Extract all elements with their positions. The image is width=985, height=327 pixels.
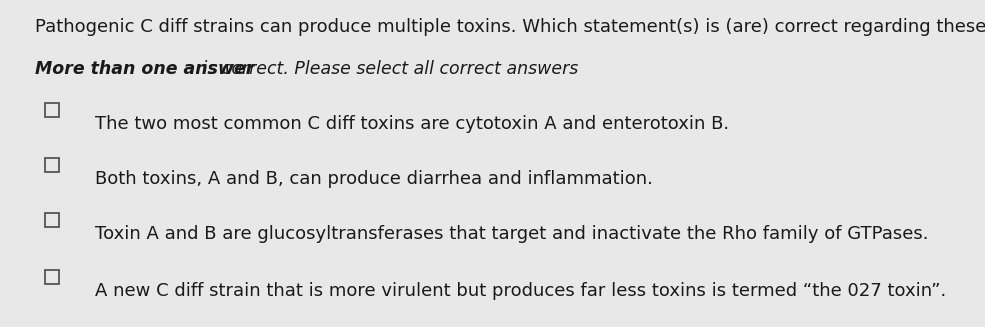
Text: More than one answer: More than one answer <box>35 60 254 78</box>
Text: The two most common C diff toxins are cytotoxin A and enterotoxin B.: The two most common C diff toxins are cy… <box>95 115 729 133</box>
Bar <box>45 213 59 227</box>
Text: A new C diff strain that is more virulent but produces far less toxins is termed: A new C diff strain that is more virulen… <box>95 282 947 300</box>
Bar <box>45 270 59 284</box>
Bar <box>45 103 59 117</box>
Bar <box>45 158 59 172</box>
Text: is correct. Please select all correct answers: is correct. Please select all correct an… <box>197 60 578 78</box>
Text: Toxin A and B are glucosyltransferases that target and inactivate the Rho family: Toxin A and B are glucosyltransferases t… <box>95 225 929 243</box>
Text: Both toxins, A and B, can produce diarrhea and inflammation.: Both toxins, A and B, can produce diarrh… <box>95 170 653 188</box>
Text: Pathogenic C diff strains can produce multiple toxins. Which statement(s) is (ar: Pathogenic C diff strains can produce mu… <box>35 18 985 36</box>
